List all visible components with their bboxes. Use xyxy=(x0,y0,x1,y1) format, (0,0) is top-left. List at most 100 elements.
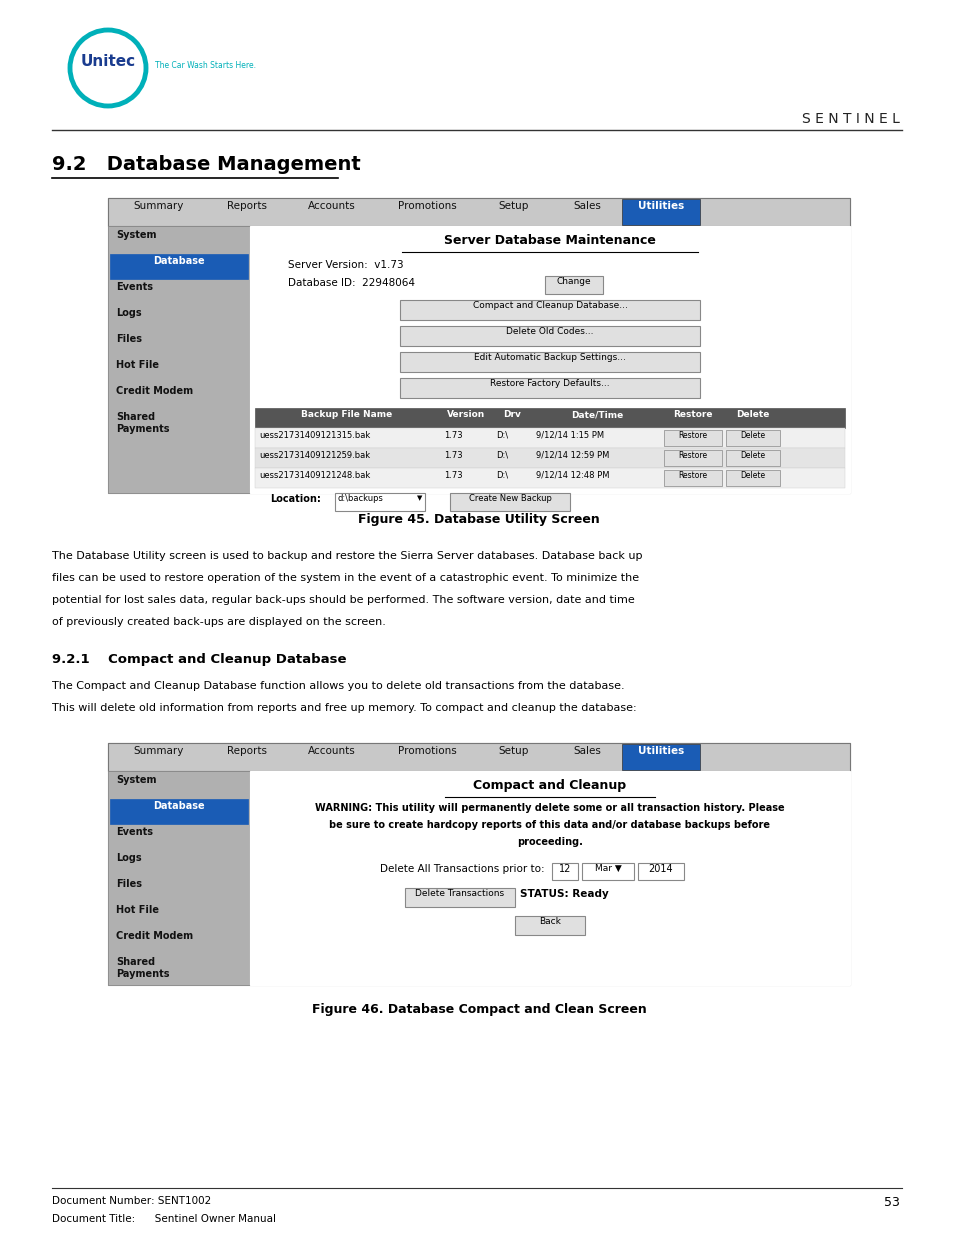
Text: uess21731409121259.bak: uess21731409121259.bak xyxy=(258,451,370,459)
Text: D:\: D:\ xyxy=(496,471,508,480)
Text: System: System xyxy=(116,776,156,785)
Text: Hot File: Hot File xyxy=(116,359,159,370)
Text: Credit Modem: Credit Modem xyxy=(116,387,193,396)
Text: Utilities: Utilities xyxy=(638,201,683,211)
Text: Files: Files xyxy=(116,333,142,345)
Text: Accounts: Accounts xyxy=(308,201,355,211)
Text: 1.73: 1.73 xyxy=(443,471,462,480)
Text: STATUS: Ready: STATUS: Ready xyxy=(519,889,608,899)
Text: Accounts: Accounts xyxy=(308,746,355,756)
Text: The Compact and Cleanup Database function allows you to delete old transactions : The Compact and Cleanup Database functio… xyxy=(52,680,624,692)
FancyBboxPatch shape xyxy=(399,352,700,372)
FancyBboxPatch shape xyxy=(663,471,721,487)
Text: Delete All Transactions prior to:: Delete All Transactions prior to: xyxy=(380,864,544,874)
Text: Restore Factory Defaults...: Restore Factory Defaults... xyxy=(490,379,609,388)
Text: Files: Files xyxy=(116,879,142,889)
FancyBboxPatch shape xyxy=(621,199,700,225)
FancyBboxPatch shape xyxy=(108,198,849,493)
Text: Summary: Summary xyxy=(133,201,184,211)
Text: Change: Change xyxy=(557,277,591,287)
FancyBboxPatch shape xyxy=(638,863,683,881)
FancyBboxPatch shape xyxy=(110,799,248,824)
Text: files can be used to restore operation of the system in the event of a catastrop: files can be used to restore operation o… xyxy=(52,573,639,583)
Text: Events: Events xyxy=(116,827,152,837)
FancyBboxPatch shape xyxy=(399,326,700,346)
Text: Restore: Restore xyxy=(678,471,707,480)
Text: Figure 46. Database Compact and Clean Screen: Figure 46. Database Compact and Clean Sc… xyxy=(312,1003,646,1016)
Text: Drv: Drv xyxy=(502,410,520,419)
FancyBboxPatch shape xyxy=(621,743,700,769)
Text: Logs: Logs xyxy=(116,853,141,863)
FancyBboxPatch shape xyxy=(108,771,250,986)
Text: D:\: D:\ xyxy=(496,451,508,459)
Text: WARNING: This utility will permanently delete some or all transaction history. P: WARNING: This utility will permanently d… xyxy=(314,803,784,813)
Text: Delete: Delete xyxy=(740,431,764,440)
FancyBboxPatch shape xyxy=(250,226,849,493)
Text: Figure 45. Database Utility Screen: Figure 45. Database Utility Screen xyxy=(357,513,599,526)
Text: Mar ▼: Mar ▼ xyxy=(594,864,620,873)
Text: Hot File: Hot File xyxy=(116,905,159,915)
Text: D:\: D:\ xyxy=(496,431,508,440)
Text: Delete: Delete xyxy=(740,451,764,459)
FancyBboxPatch shape xyxy=(544,275,602,294)
Text: Server Database Maintenance: Server Database Maintenance xyxy=(443,233,656,247)
Text: Delete Transactions: Delete Transactions xyxy=(415,889,504,898)
FancyBboxPatch shape xyxy=(108,198,849,226)
Text: Delete: Delete xyxy=(736,410,769,419)
Text: Database: Database xyxy=(153,256,205,266)
Text: Document Title:      Sentinel Owner Manual: Document Title: Sentinel Owner Manual xyxy=(52,1214,275,1224)
Text: S E N T I N E L: S E N T I N E L xyxy=(801,112,899,126)
FancyBboxPatch shape xyxy=(108,743,849,771)
FancyBboxPatch shape xyxy=(108,226,250,493)
Text: Reports: Reports xyxy=(227,746,267,756)
Text: Events: Events xyxy=(116,282,152,291)
Text: System: System xyxy=(116,230,156,240)
FancyBboxPatch shape xyxy=(335,493,424,511)
Text: 9/12/14 12:59 PM: 9/12/14 12:59 PM xyxy=(536,451,609,459)
FancyBboxPatch shape xyxy=(581,863,634,881)
Text: Delete: Delete xyxy=(740,471,764,480)
Text: Server Version:  v1.73: Server Version: v1.73 xyxy=(288,261,403,270)
Text: Credit Modem: Credit Modem xyxy=(116,931,193,941)
Text: Utilities: Utilities xyxy=(638,746,683,756)
Text: Sales: Sales xyxy=(573,746,600,756)
Text: Compact and Cleanup Database...: Compact and Cleanup Database... xyxy=(472,301,627,310)
Text: The Database Utility screen is used to backup and restore the Sierra Server data: The Database Utility screen is used to b… xyxy=(52,551,641,561)
FancyBboxPatch shape xyxy=(663,430,721,446)
FancyBboxPatch shape xyxy=(552,863,578,881)
Text: Shared
Payments: Shared Payments xyxy=(116,412,170,433)
Text: Logs: Logs xyxy=(116,308,141,317)
FancyBboxPatch shape xyxy=(450,493,569,511)
Text: Edit Automatic Backup Settings...: Edit Automatic Backup Settings... xyxy=(474,353,625,362)
Text: Date/Time: Date/Time xyxy=(570,410,622,419)
Text: ▼: ▼ xyxy=(416,495,422,501)
Text: Document Number: SENT1002: Document Number: SENT1002 xyxy=(52,1195,211,1207)
FancyBboxPatch shape xyxy=(725,471,780,487)
Text: Sales: Sales xyxy=(573,201,600,211)
Text: uess21731409121248.bak: uess21731409121248.bak xyxy=(258,471,370,480)
Text: Database: Database xyxy=(153,802,205,811)
FancyBboxPatch shape xyxy=(725,450,780,466)
FancyBboxPatch shape xyxy=(108,743,849,986)
Text: Delete Old Codes...: Delete Old Codes... xyxy=(506,327,593,336)
Text: 12: 12 xyxy=(558,864,571,874)
Text: Restore: Restore xyxy=(678,451,707,459)
Text: Reports: Reports xyxy=(227,201,267,211)
FancyBboxPatch shape xyxy=(110,254,248,279)
FancyBboxPatch shape xyxy=(399,300,700,320)
Text: potential for lost sales data, regular back-ups should be performed. The softwar: potential for lost sales data, regular b… xyxy=(52,595,634,605)
FancyBboxPatch shape xyxy=(725,430,780,446)
FancyBboxPatch shape xyxy=(405,888,515,906)
FancyBboxPatch shape xyxy=(663,450,721,466)
Text: be sure to create hardcopy reports of this data and/or database backups before: be sure to create hardcopy reports of th… xyxy=(329,820,770,830)
Text: Create New Backup: Create New Backup xyxy=(468,494,551,503)
Text: proceeding.: proceeding. xyxy=(517,837,582,847)
Text: This will delete old information from reports and free up memory. To compact and: This will delete old information from re… xyxy=(52,703,636,713)
Text: 2014: 2014 xyxy=(648,864,673,874)
Text: Compact and Cleanup: Compact and Cleanup xyxy=(473,779,626,792)
Text: Setup: Setup xyxy=(498,746,529,756)
Text: Restore: Restore xyxy=(673,410,712,419)
Circle shape xyxy=(71,31,145,105)
Text: 9.2   Database Management: 9.2 Database Management xyxy=(52,156,360,174)
FancyBboxPatch shape xyxy=(254,429,844,448)
